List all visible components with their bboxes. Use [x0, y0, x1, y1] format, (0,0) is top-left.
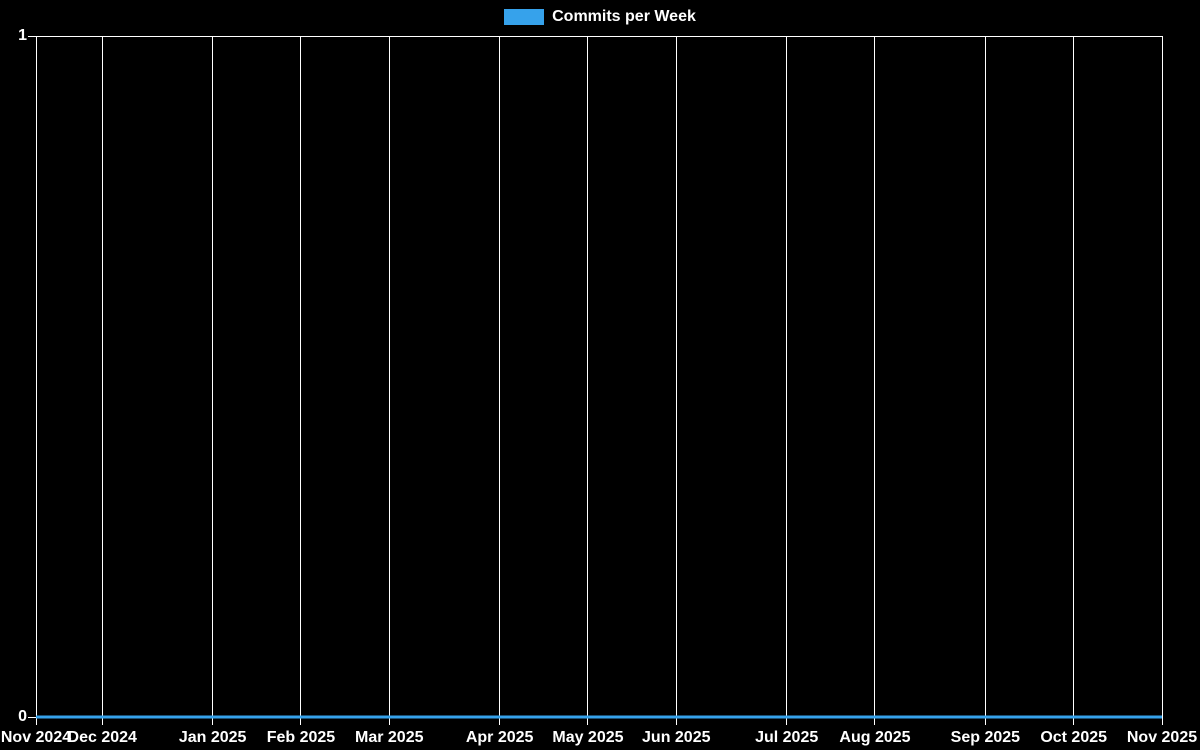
x-gridline [388, 36, 390, 725]
legend-item-commits-per-week[interactable]: Commits per Week [0, 8, 1200, 26]
x-tick-label: Feb 2025 [266, 729, 336, 746]
x-gridline [1161, 36, 1163, 725]
legend-swatch-icon [504, 9, 545, 25]
x-gridline [984, 36, 986, 725]
x-tick-label: Aug 2025 [839, 729, 911, 746]
x-gridline [1073, 36, 1075, 725]
x-gridline [212, 36, 214, 725]
x-tick-label: Apr 2025 [465, 729, 534, 746]
x-tick-label: Jun 2025 [642, 729, 711, 746]
x-tick-label: Mar 2025 [355, 729, 424, 746]
x-tick-label: Jul 2025 [755, 729, 819, 746]
y-gridline [28, 35, 1162, 37]
x-gridline [35, 36, 37, 725]
y-tick-label: 0 [18, 708, 27, 725]
x-gridline [101, 36, 103, 725]
x-tick-label: Jan 2025 [178, 729, 247, 746]
x-tick-label: Dec 2024 [67, 729, 137, 746]
x-gridline [300, 36, 302, 725]
x-gridline [675, 36, 677, 725]
x-gridline [499, 36, 501, 725]
x-gridline [786, 36, 788, 725]
y-tick-label: 1 [18, 27, 27, 44]
legend-label: Commits per Week [552, 8, 696, 25]
x-tick-label: May 2025 [552, 729, 624, 746]
x-tick-label: Sep 2025 [950, 729, 1021, 746]
x-tick-label: Oct 2025 [1040, 729, 1108, 746]
x-gridline [874, 36, 876, 725]
x-tick-label: Nov 2025 [1126, 729, 1198, 746]
x-tick-label: Nov 2024 [0, 729, 72, 746]
x-gridline [587, 36, 589, 725]
